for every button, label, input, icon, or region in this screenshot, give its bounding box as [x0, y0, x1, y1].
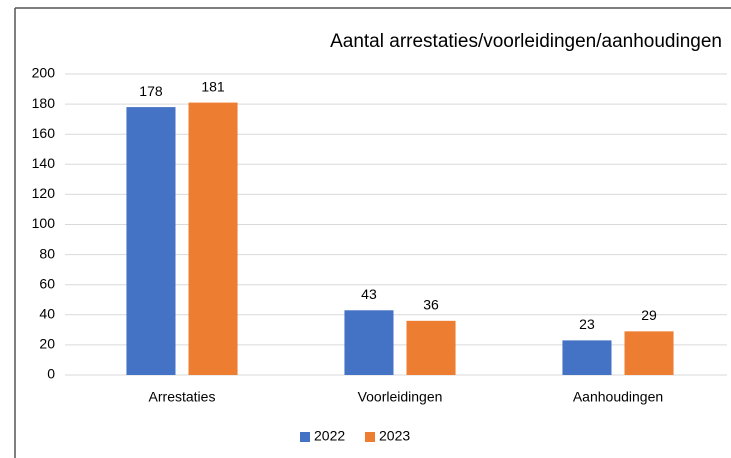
bar	[624, 331, 674, 375]
y-tick-label: 120	[32, 185, 56, 201]
y-tick-label: 200	[32, 65, 56, 81]
y-tick-label: 80	[39, 245, 55, 261]
bar	[188, 102, 238, 375]
legend-label: 2022	[314, 428, 345, 444]
legend-swatch	[365, 432, 375, 442]
y-tick-label: 140	[32, 155, 56, 171]
legend-label: 2023	[379, 428, 410, 444]
bar	[344, 310, 394, 375]
x-tick-label: Voorleidingen	[358, 389, 443, 405]
y-tick-label: 100	[32, 215, 56, 231]
y-tick-label: 60	[39, 275, 55, 291]
y-tick-label: 180	[32, 95, 56, 111]
legend-swatch	[300, 432, 310, 442]
y-tick-label: 160	[32, 125, 56, 141]
bar	[562, 340, 612, 375]
y-tick-label: 20	[39, 336, 55, 352]
data-label: 36	[423, 297, 439, 313]
x-tick-label: Aanhoudingen	[573, 389, 663, 405]
data-label: 181	[201, 78, 225, 94]
data-label: 23	[579, 316, 595, 332]
data-label: 43	[361, 286, 377, 302]
chart-title: Aantal arrestaties/voorleidingen/aanhoud…	[330, 31, 722, 52]
y-tick-label: 0	[47, 366, 55, 382]
y-tick-label: 40	[39, 306, 55, 322]
bar	[126, 107, 176, 376]
x-tick-label: Arrestaties	[149, 389, 216, 405]
data-label: 178	[139, 83, 163, 99]
bar	[406, 320, 456, 375]
data-label: 29	[641, 307, 657, 323]
